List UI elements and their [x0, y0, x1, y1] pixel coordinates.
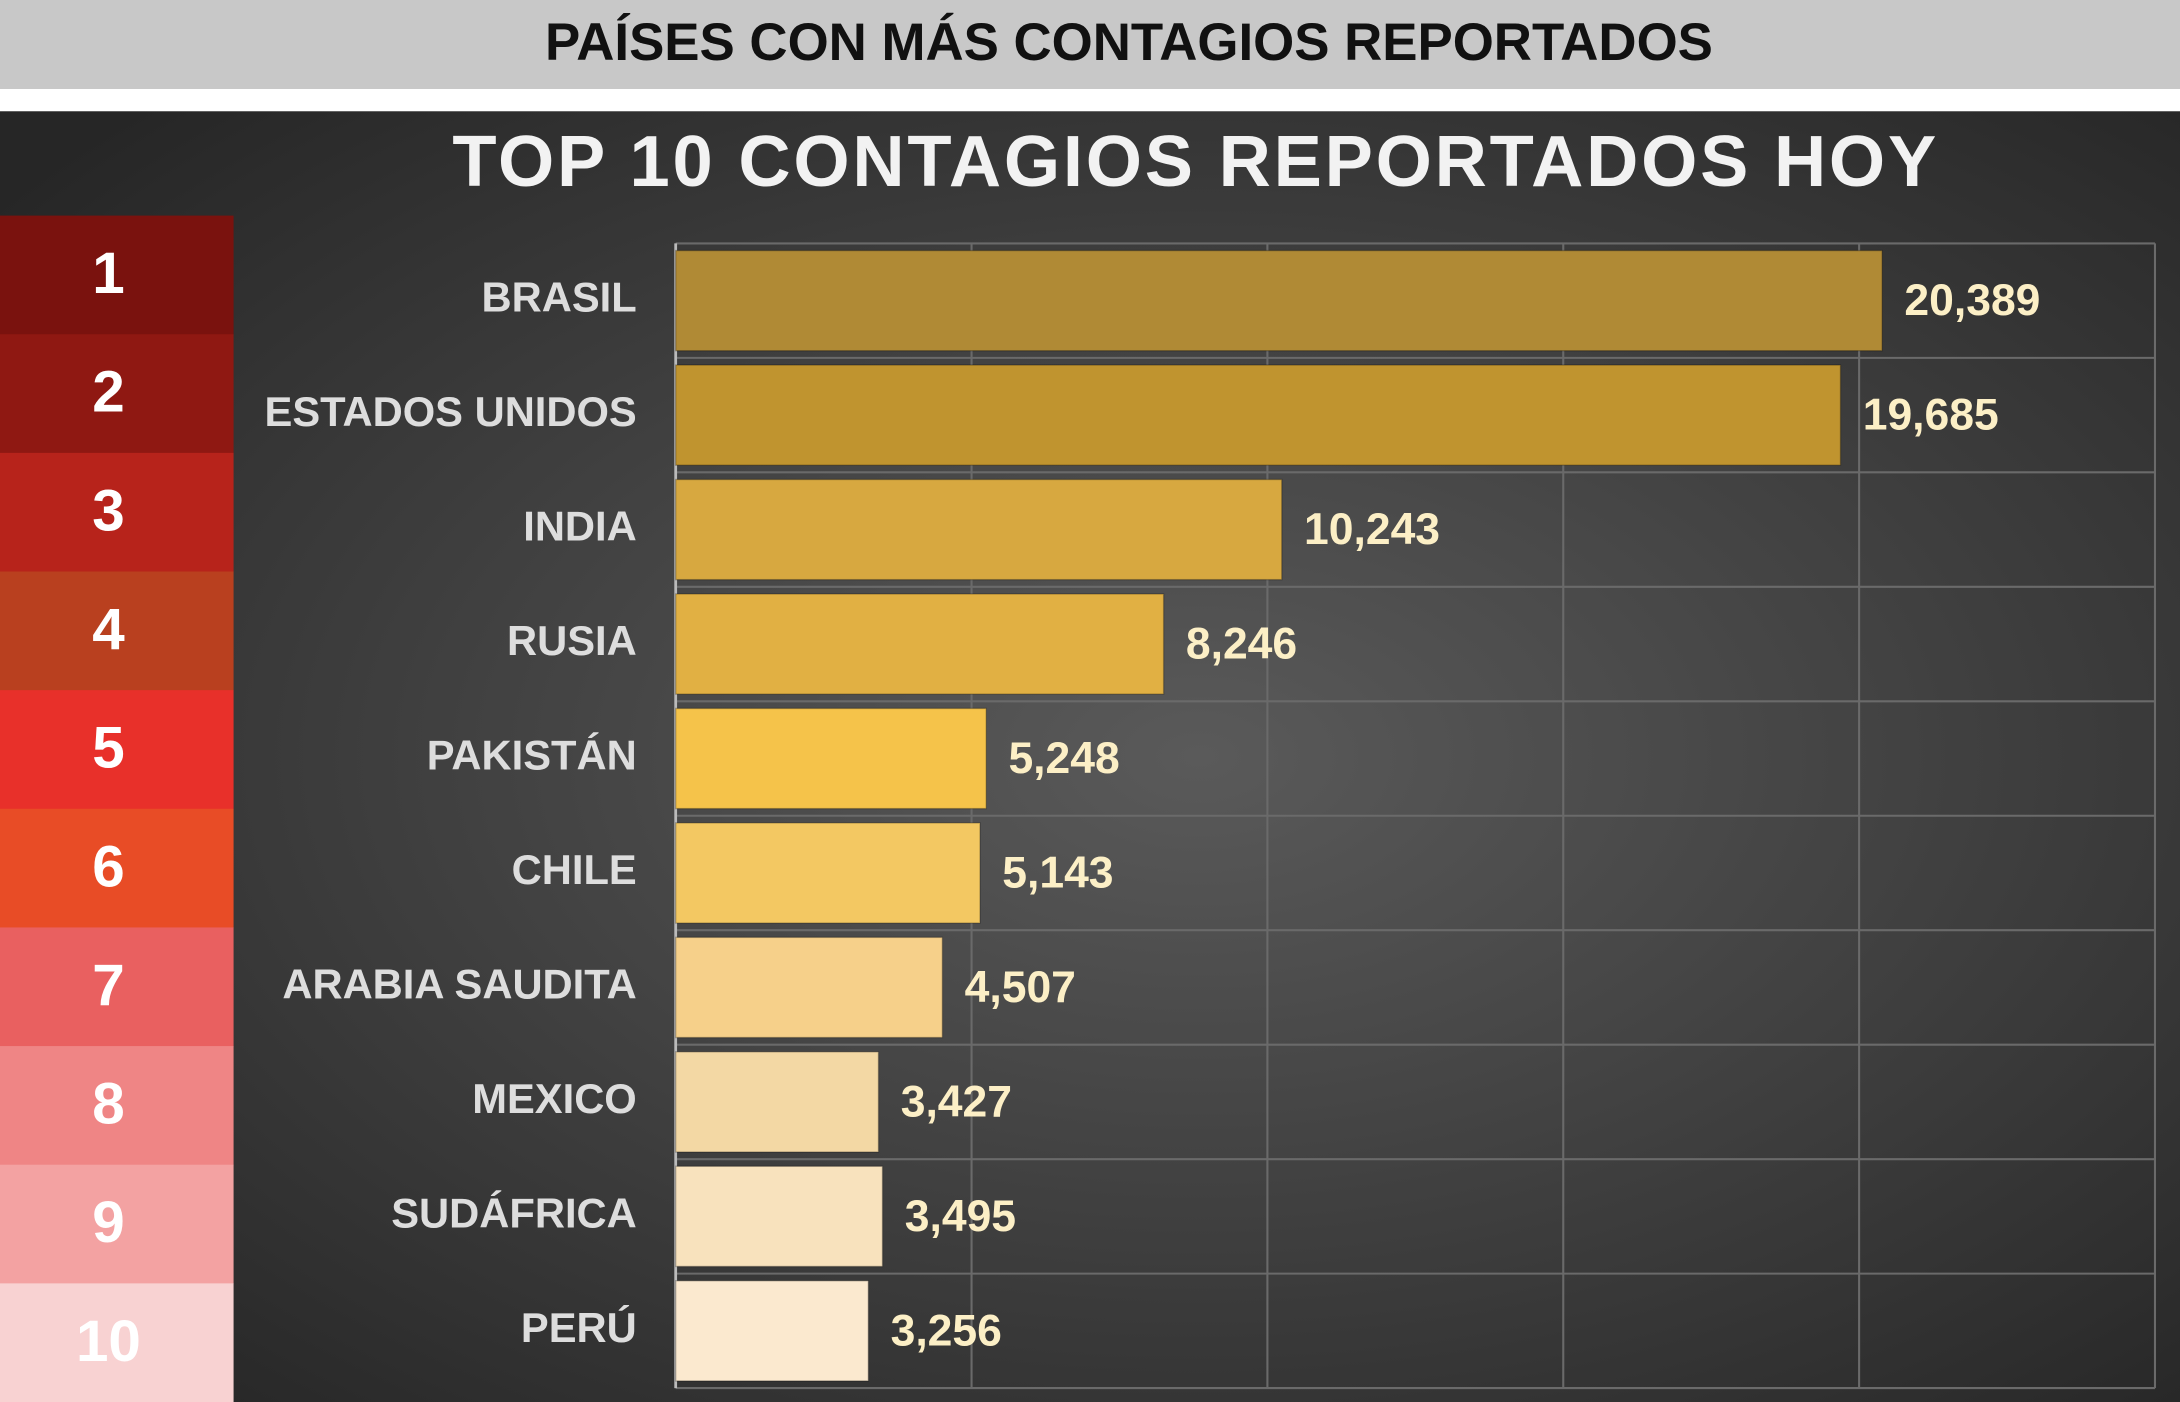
header-title: PAÍSES CON MÁS CONTAGIOS REPORTADOS — [545, 12, 1713, 72]
rank-label: 1 — [92, 241, 124, 306]
value-label: 19,685 — [1863, 391, 1999, 440]
bar — [674, 822, 981, 924]
rank-box — [0, 927, 234, 1047]
value-label: 10,243 — [1304, 505, 1440, 554]
rank-box — [0, 215, 234, 335]
rank-box — [0, 334, 234, 454]
rank-box — [0, 452, 234, 573]
value-label: 4,507 — [965, 963, 1076, 1012]
rank-label: 7 — [92, 953, 124, 1018]
rank-box — [0, 1046, 234, 1166]
bar — [674, 1165, 884, 1268]
rank-label: 2 — [92, 360, 124, 425]
rank-box — [0, 1283, 234, 1402]
bar — [674, 249, 1883, 352]
bar — [674, 593, 1165, 695]
category-label: CHILE — [512, 846, 637, 893]
category-label: ESTADOS UNIDOS — [265, 388, 637, 435]
value-label: 3,427 — [901, 1077, 1012, 1126]
value-label: 20,389 — [1904, 276, 2040, 325]
rank-box — [0, 1164, 234, 1285]
value-label: 5,248 — [1008, 734, 1119, 783]
rank-box — [0, 690, 234, 810]
rank-label: 9 — [92, 1190, 124, 1255]
category-label: MEXICO — [472, 1075, 636, 1122]
category-label: SUDÁFRICA — [391, 1189, 637, 1236]
category-label: PAKISTÁN — [427, 732, 637, 779]
bar — [674, 1051, 880, 1153]
header-band — [0, 0, 2180, 90]
bar — [674, 364, 1842, 466]
value-label: 3,256 — [891, 1306, 1002, 1355]
bar — [674, 478, 1283, 581]
bar — [674, 1280, 870, 1382]
rank-label: 6 — [92, 834, 124, 899]
value-label: 5,143 — [1002, 849, 1113, 898]
chart-title: TOP 10 CONTAGIOS REPORTADOS HOY — [452, 122, 1939, 202]
rank-label: 5 — [92, 716, 124, 781]
category-label: RUSIA — [507, 617, 637, 664]
value-label: 8,246 — [1186, 620, 1297, 669]
category-label: ARABIA SAUDITA — [282, 960, 636, 1007]
rank-label: 3 — [92, 478, 124, 543]
bar — [674, 936, 944, 1039]
bar — [674, 707, 987, 810]
category-label: INDIA — [523, 503, 637, 550]
rank-label: 4 — [92, 597, 125, 662]
rank-label: 8 — [92, 1072, 124, 1137]
category-label: BRASIL — [482, 274, 637, 321]
rank-box — [0, 571, 234, 691]
rank-box — [0, 808, 234, 929]
separator — [0, 89, 2180, 112]
category-label: PERÚ — [521, 1303, 637, 1351]
value-label: 3,495 — [905, 1192, 1016, 1241]
rank-label: 10 — [76, 1309, 141, 1374]
